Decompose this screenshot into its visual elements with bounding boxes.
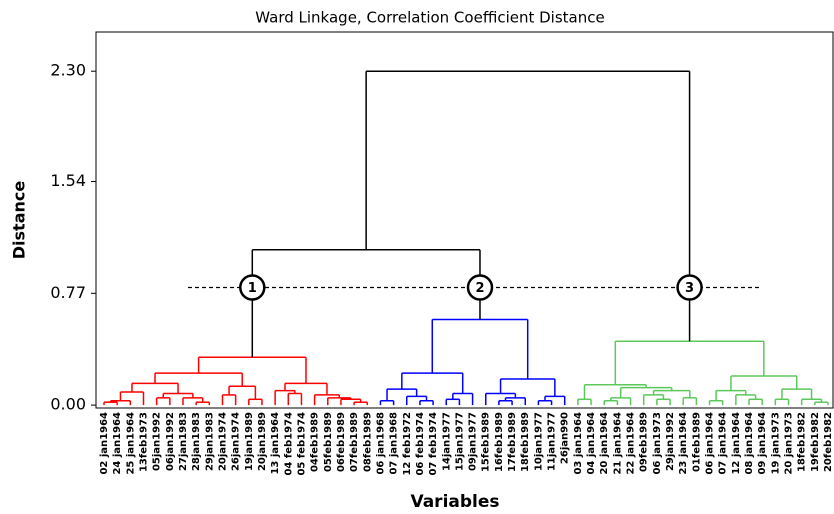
leaf-label: 12 jan1964 xyxy=(731,412,742,475)
leaf-label: 21 jan1964 xyxy=(612,412,623,475)
leaf-label: 05 feb1974 xyxy=(296,412,307,476)
leaf-label: 01feb1989 xyxy=(691,412,702,472)
y-tick-label: 2.30 xyxy=(50,61,86,80)
leaf-label: 03 jan1964 xyxy=(573,412,584,475)
leaf-label: 17feb1989 xyxy=(507,412,518,472)
leaf-label: 26jan990 xyxy=(560,412,571,464)
leaf-label: 05jan1992 xyxy=(152,412,163,471)
leaf-label: 07 jan1964 xyxy=(718,412,729,475)
leaf-label: 22 jan1964 xyxy=(626,412,637,475)
leaf-label: 02 jan1964 xyxy=(99,412,110,475)
leaf-label: 05feb1989 xyxy=(323,412,334,472)
cluster-marker xyxy=(676,274,703,301)
leaf-label: 29jan1992 xyxy=(665,412,676,471)
leaf-label: 23 jan1964 xyxy=(678,412,689,475)
leaf-label: 19jan1989 xyxy=(244,412,255,471)
leaf-label: 07feb1989 xyxy=(349,412,360,472)
y-axis-label: Distance xyxy=(10,181,29,260)
leaf-label: 10jan1977 xyxy=(533,412,544,471)
leaf-label: 06 feb1974 xyxy=(415,412,426,476)
leaf-label: 18feb1982 xyxy=(797,412,808,472)
leaf-label: 09 jan1964 xyxy=(757,412,768,475)
leaf-label: 20jan1974 xyxy=(217,412,228,471)
leaf-label: 11jan1977 xyxy=(547,412,558,471)
leaf-label: 19 jan1973 xyxy=(770,412,781,475)
x-axis-label: Variables xyxy=(410,492,499,512)
leaf-label: 09feb1989 xyxy=(639,412,650,472)
leaf-label: 04feb1989 xyxy=(310,412,321,472)
leaf-label: 27jan1983 xyxy=(178,412,189,471)
chart-title: Ward Linkage, Correlation Coefficient Di… xyxy=(255,9,604,27)
cluster-marker xyxy=(466,274,494,301)
leaf-label: 06 jan1973 xyxy=(652,412,663,475)
leaf-label: 12 feb1972 xyxy=(402,412,413,476)
leaf-label: 20 jan1964 xyxy=(599,412,610,475)
leaf-label: 13 jan1964 xyxy=(270,412,281,475)
leaf-label: 04 feb1974 xyxy=(283,412,294,476)
plot-frame xyxy=(95,31,834,409)
leaf-label: 15jan1977 xyxy=(454,412,465,471)
leaf-label: 08feb1989 xyxy=(362,412,373,472)
leaf-label: 06 jan1968 xyxy=(375,412,386,475)
leaf-label: 24 jan1964 xyxy=(112,412,123,475)
leaf-label: 07 jan1968 xyxy=(389,412,400,475)
leaf-label: 06feb1989 xyxy=(336,412,347,472)
y-tick-label: 0.77 xyxy=(50,283,86,302)
y-tick-label: 1.54 xyxy=(50,171,86,190)
leaf-label: 28jan1983 xyxy=(191,412,202,471)
leaf-label: 18feb1989 xyxy=(520,412,531,472)
leaf-label: 19feb1982 xyxy=(810,412,821,472)
leaf-label: 16feb1989 xyxy=(494,412,505,472)
leaf-label: 08 jan1964 xyxy=(744,412,755,475)
leaf-label: 13feb1973 xyxy=(138,412,149,472)
leaf-label: 26jan1974 xyxy=(231,412,242,471)
leaf-label: 04 jan1964 xyxy=(586,412,597,475)
leaf-label: 20jan1989 xyxy=(257,412,268,471)
leaf-label: 25 jan1964 xyxy=(125,412,136,475)
leaf-label: 09jan1977 xyxy=(468,412,479,471)
y-tick-label: 0.00 xyxy=(50,395,86,414)
leaf-label: 29jan1983 xyxy=(204,412,215,471)
leaf-label: 15feb1989 xyxy=(481,412,492,472)
leaf-label: 06 jan1964 xyxy=(705,412,716,475)
leaf-label: 07 feb1974 xyxy=(428,412,439,476)
leaf-label: 06jan1992 xyxy=(165,412,176,471)
cluster-label: 1 xyxy=(248,281,257,296)
leaf-label: 14jan1977 xyxy=(441,412,452,471)
leaf-label: 20feb1982 xyxy=(823,412,834,472)
cluster-label: 3 xyxy=(685,281,694,296)
leaf-label: 20 jan1973 xyxy=(784,412,795,475)
cluster-label: 2 xyxy=(475,281,484,296)
cluster-marker xyxy=(239,274,266,301)
